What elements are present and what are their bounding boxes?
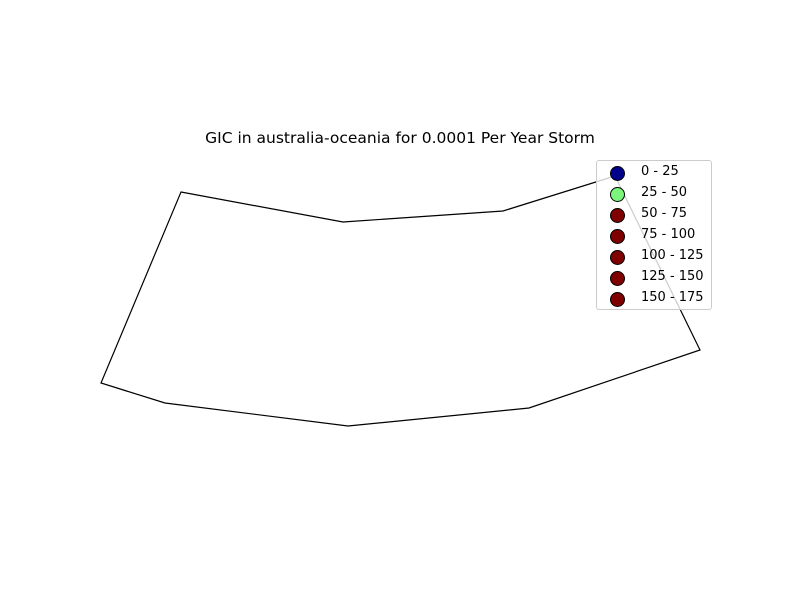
legend-label: 50 - 75	[641, 206, 688, 221]
legend-item: 75 - 100	[597, 226, 713, 247]
legend-label: 125 - 150	[641, 269, 704, 284]
legend-label: 25 - 50	[641, 185, 688, 200]
legend-item: 0 - 25	[597, 163, 713, 184]
legend-marker	[610, 166, 625, 181]
map-title: GIC in australia-oceania for 0.0001 Per …	[205, 129, 595, 147]
legend-label: 75 - 100	[641, 227, 696, 242]
region-outline	[100, 175, 701, 427]
legend-item: 100 - 125	[597, 247, 713, 268]
legend-item: 125 - 150	[597, 268, 713, 289]
legend-item: 150 - 175	[597, 289, 713, 310]
legend-marker	[610, 229, 625, 244]
legend-marker	[610, 208, 625, 223]
legend-marker	[610, 271, 625, 286]
legend-marker	[610, 292, 625, 307]
legend-item: 50 - 75	[597, 205, 713, 226]
legend-item: 25 - 50	[597, 184, 713, 205]
legend-label: 0 - 25	[641, 164, 679, 179]
legend: 0 - 25 25 - 50 50 - 75 75 - 100 100 - 12…	[596, 160, 712, 310]
legend-label: 150 - 175	[641, 290, 704, 305]
legend-marker	[610, 250, 625, 265]
legend-label: 100 - 125	[641, 248, 704, 263]
legend-marker	[610, 187, 625, 202]
